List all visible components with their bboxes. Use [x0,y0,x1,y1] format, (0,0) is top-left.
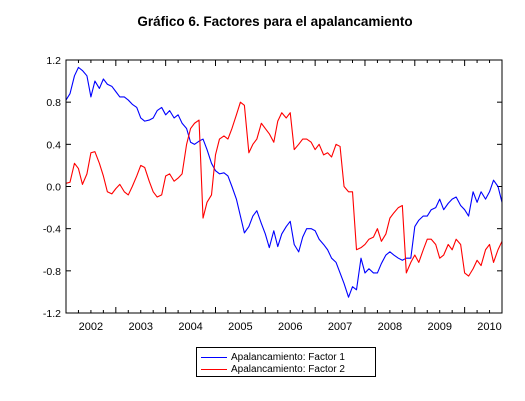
x-tick-label: 2005 [228,321,252,333]
legend-swatch-factor-1 [201,356,227,358]
x-tick-label: 2006 [278,321,302,333]
x-tick-label: 2009 [427,321,451,333]
y-tick-label: 0.0 [46,182,61,194]
legend-label-factor-2: Apalancamiento: Factor 2 [231,363,345,375]
x-tick-label: 2008 [378,321,402,333]
series-lines [65,66,503,298]
legend-swatch-factor-2 [201,368,227,370]
y-tick-label: -1.2 [43,308,61,320]
y-tick-label: -0.4 [43,224,61,236]
x-tick-label: 2003 [129,321,153,333]
y-tick-label: -0.8 [43,266,61,278]
plot-frame [65,59,503,314]
y-tick-label: 0.8 [46,97,61,109]
x-axis: 2002 2003 2004 2005 2006 2007 2008 2009 2010 [65,60,503,333]
series-line-factor-2 [65,101,503,277]
y-tick-label: 0.4 [46,139,61,151]
y-axis: 1.2 0.8 0.4 0.0 -0.4 -0.8 -1.2 [43,55,502,320]
legend-item-factor-2: Apalancamiento: Factor 2 [201,363,345,375]
series-line-factor-1 [65,66,503,298]
legend-label-factor-1: Apalancamiento: Factor 1 [231,351,345,363]
x-tick-label: 2007 [328,321,352,333]
legend-item-factor-1: Apalancamiento: Factor 1 [201,351,345,363]
y-tick-label: 1.2 [46,55,61,67]
legend: Apalancamiento: Factor 1 Apalancamiento:… [196,347,376,377]
chart-title: Gráfico 6. Factores para el apalancamien… [137,14,413,29]
x-tick-label: 2010 [477,321,501,333]
x-tick-label: 2004 [178,321,202,333]
x-tick-label: 2002 [79,321,103,333]
